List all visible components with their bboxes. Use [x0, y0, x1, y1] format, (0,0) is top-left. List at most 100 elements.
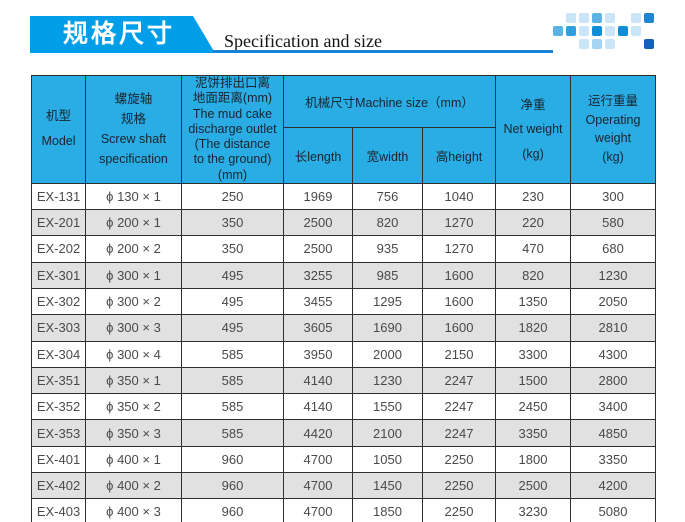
cell-operating: 3350	[570, 445, 656, 474]
table-row: EX-304 ϕ 300 × 4 585 3950 2000 2150 3300 4300	[31, 340, 656, 368]
table-row: EX-351 ϕ 350 × 1 585 4140 1230 2247 1500 2800	[31, 366, 656, 395]
cell-model: EX-402	[31, 472, 86, 500]
decor-square	[644, 39, 654, 49]
col-header-length: 长length	[283, 127, 353, 184]
cell-length: 3950	[283, 340, 353, 368]
cell-outlet: 350	[181, 209, 284, 237]
cell-width: 1295	[352, 287, 423, 316]
col-header-machine-size: 机械尺寸Machine size（mm）	[283, 74, 496, 129]
cell-outlet: 960	[181, 445, 284, 474]
cell-length: 3455	[283, 287, 353, 316]
decor-square	[618, 26, 628, 36]
table-row: EX-301 ϕ 300 × 1 495 3255 985 1600 820 1230	[31, 261, 656, 289]
cell-height: 1600	[422, 287, 496, 316]
cell-height: 1270	[422, 209, 496, 237]
cell-model: EX-302	[31, 287, 86, 316]
cell-length: 4420	[283, 419, 353, 447]
cell-length: 1969	[283, 182, 353, 211]
cell-net: 470	[495, 235, 571, 263]
cell-height: 2247	[422, 366, 496, 395]
cell-length: 4700	[283, 498, 353, 522]
page-subtitle: Specification and size	[224, 31, 382, 51]
cell-screw: ϕ 400 × 1	[85, 445, 182, 474]
cell-operating: 2800	[570, 366, 656, 395]
cell-outlet: 250	[181, 182, 284, 211]
decor-square	[605, 39, 615, 49]
section-banner: 规格尺寸	[30, 16, 215, 53]
cell-net: 2450	[495, 393, 571, 421]
cell-width: 756	[352, 182, 423, 211]
cell-length: 4140	[283, 393, 353, 421]
cell-operating: 2050	[570, 287, 656, 316]
banner-underline	[213, 50, 553, 53]
cell-length: 2500	[283, 235, 353, 263]
cell-width: 1850	[352, 498, 423, 522]
cell-length: 2500	[283, 209, 353, 237]
cell-outlet: 495	[181, 314, 284, 342]
cell-width: 2000	[352, 340, 423, 368]
cell-screw: ϕ 300 × 4	[85, 340, 182, 368]
cell-screw: ϕ 200 × 1	[85, 209, 182, 237]
cell-height: 2150	[422, 340, 496, 368]
cell-height: 1600	[422, 261, 496, 289]
cell-operating: 4200	[570, 472, 656, 500]
cell-screw: ϕ 350 × 1	[85, 366, 182, 395]
cell-screw: ϕ 350 × 3	[85, 419, 182, 447]
cell-height: 2250	[422, 498, 496, 522]
cell-net: 820	[495, 261, 571, 289]
cell-outlet: 585	[181, 366, 284, 395]
cell-model: EX-403	[31, 498, 86, 522]
cell-operating: 2810	[570, 314, 656, 342]
decor-square	[592, 39, 602, 49]
decor-empty	[553, 13, 563, 23]
cell-model: EX-202	[31, 235, 86, 263]
col-header-net-weight: 净重 Net weight (kg)	[495, 75, 571, 184]
cell-operating: 3400	[570, 393, 656, 421]
cell-model: EX-351	[31, 366, 86, 395]
cell-operating: 5080	[570, 498, 656, 522]
col-header-width: 宽width	[352, 127, 423, 184]
cell-operating: 680	[570, 235, 656, 263]
table-row: EX-403 ϕ 400 × 3 960 4700 1850 2250 3230 5080	[31, 498, 656, 522]
cell-screw: ϕ 300 × 2	[85, 287, 182, 316]
cell-screw: ϕ 400 × 3	[85, 498, 182, 522]
decor-empty	[644, 26, 654, 36]
decor-empty	[618, 39, 628, 49]
cell-outlet: 960	[181, 498, 284, 522]
table-row: EX-401 ϕ 400 × 1 960 4700 1050 2250 1800 3350	[31, 445, 656, 474]
cell-length: 4700	[283, 445, 353, 474]
cell-model: EX-353	[31, 419, 86, 447]
cell-net: 1800	[495, 445, 571, 474]
cell-net: 3230	[495, 498, 571, 522]
cell-model: EX-301	[31, 261, 86, 289]
table-row: EX-402 ϕ 400 × 2 960 4700 1450 2250 2500 4200	[31, 472, 656, 500]
cell-model: EX-201	[31, 209, 86, 237]
decor-square	[605, 13, 615, 23]
cell-width: 2100	[352, 419, 423, 447]
cell-net: 1350	[495, 287, 571, 316]
cell-width: 985	[352, 261, 423, 289]
cell-height: 2247	[422, 393, 496, 421]
decor-square	[553, 26, 563, 36]
cell-net: 230	[495, 182, 571, 211]
cell-outlet: 960	[181, 472, 284, 500]
col-header-height: 高height	[422, 127, 496, 184]
decor-square	[592, 26, 602, 36]
cell-height: 2250	[422, 445, 496, 474]
decor-square	[566, 26, 576, 36]
cell-screw: ϕ 200 × 2	[85, 235, 182, 263]
decor-empty	[618, 13, 628, 23]
table-row: EX-353 ϕ 350 × 3 585 4420 2100 2247 3350 4850	[31, 419, 656, 447]
cell-model: EX-131	[31, 182, 86, 211]
cell-screw: ϕ 350 × 2	[85, 393, 182, 421]
cell-length: 4700	[283, 472, 353, 500]
cell-outlet: 585	[181, 419, 284, 447]
cell-net: 3300	[495, 340, 571, 368]
col-header-screw-shaft: 螺旋轴 规格 Screw shaft specification	[85, 75, 182, 184]
cell-net: 3350	[495, 419, 571, 447]
decor-square	[566, 13, 576, 23]
col-header-model: 机型 Model	[31, 75, 86, 184]
cell-outlet: 350	[181, 235, 284, 263]
col-header-discharge-outlet: 泥饼排出口离 地面距离(mm) The mud cake discharge o…	[181, 75, 284, 184]
